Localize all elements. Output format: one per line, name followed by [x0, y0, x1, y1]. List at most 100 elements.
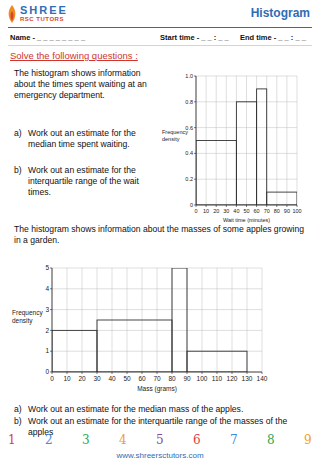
y-tick: [50, 288, 52, 289]
grid-line-x: [232, 268, 233, 372]
x-tick-label: 30: [93, 375, 101, 382]
histogram-bar: [257, 89, 267, 205]
page-title: Histogram: [251, 6, 310, 20]
x-tick: [202, 372, 203, 374]
website: www.shreersctutors.com: [0, 451, 320, 460]
part-label: a): [14, 128, 28, 150]
y-axis-label-line: Frequency: [12, 309, 43, 317]
y-tick: [50, 268, 52, 269]
part-label: b): [14, 416, 28, 438]
y-tick: [194, 76, 196, 77]
x-tick: [266, 205, 267, 207]
grid-line-x: [196, 76, 197, 205]
y-tick: [194, 127, 196, 128]
x-tick: [112, 372, 113, 374]
x-tick: [157, 372, 158, 374]
part-text: Work out an estimate for the interquarti…: [28, 165, 160, 198]
grid-line-y: [196, 179, 297, 180]
histogram-chart: 010203040506070809010000.20.40.60.81.0Wa…: [160, 66, 315, 226]
name-field: Name - _ _ _ _ _ _ _ _: [10, 33, 85, 42]
x-tick: [246, 205, 247, 207]
x-tick-label: 110: [212, 375, 223, 382]
part-label: a): [14, 404, 28, 415]
y-tick-label: 4: [45, 285, 49, 292]
part-text: Work out an estimate for the median time…: [28, 128, 160, 150]
x-tick-label: 100: [292, 208, 301, 214]
x-tick-label: 70: [264, 208, 270, 214]
grid-line-x: [286, 76, 287, 205]
y-axis-label-line: density: [12, 317, 33, 325]
question-part: a)Work out an estimate for the median ti…: [14, 128, 160, 150]
x-tick-label: 40: [108, 375, 116, 382]
footer-digit: 1: [8, 433, 16, 447]
x-tick: [216, 205, 217, 207]
footer-digit: 6: [193, 433, 201, 447]
x-tick: [226, 205, 227, 207]
x-tick: [187, 372, 188, 374]
x-axis-label: Wait time (minutes): [223, 217, 270, 223]
y-tick-label: 3: [45, 306, 49, 313]
x-tick: [97, 372, 98, 374]
x-tick-label: 0: [50, 375, 54, 382]
y-tick: [194, 179, 196, 180]
y-tick-label: 1.0: [185, 73, 193, 79]
footer-digit: 9: [304, 433, 312, 447]
x-tick: [262, 372, 263, 374]
histogram-bar: [97, 320, 172, 372]
part-label: b): [14, 165, 28, 198]
y-tick-label: 0.2: [185, 176, 193, 182]
x-tick-label: 10: [203, 208, 209, 214]
x-tick: [142, 372, 143, 374]
x-tick: [206, 205, 207, 207]
grid-line-x: [276, 76, 277, 205]
question-part: a)Work out an estimate for the median ma…: [14, 404, 308, 415]
footer-digit: 2: [45, 433, 53, 447]
footer-digit: 5: [156, 433, 164, 447]
y-tick-label: 0.4: [185, 150, 193, 156]
x-tick-label: 140: [257, 375, 268, 382]
y-tick: [50, 351, 52, 352]
x-tick-label: 120: [227, 375, 238, 382]
x-tick: [67, 372, 68, 374]
footer-digit: 3: [82, 433, 90, 447]
y-axis: [52, 268, 53, 372]
y-tick: [50, 330, 52, 331]
histogram-bar: [267, 192, 297, 205]
histogram-bar: [52, 330, 97, 372]
footer-digit: 4: [119, 433, 127, 447]
grid-line-x: [67, 268, 68, 372]
x-tick-label: 90: [284, 208, 290, 214]
x-tick-label: 20: [78, 375, 86, 382]
x-tick: [82, 372, 83, 374]
histogram-bar: [236, 102, 256, 205]
x-tick-label: 60: [138, 375, 146, 382]
x-tick: [247, 372, 248, 374]
y-tick: [50, 372, 52, 373]
histogram-chart: 0102030405060708090100110120130140012345…: [10, 255, 310, 403]
x-tick-label: 50: [123, 375, 131, 382]
header-rule-2: [8, 45, 312, 46]
end-time-field: End time - _ _ : _ _: [240, 33, 306, 42]
instruction: Solve the following questions :: [10, 50, 138, 61]
grid-line-y: [196, 127, 297, 128]
brand-sub: RSC TUTORS: [20, 16, 64, 22]
y-axis-label-line: density: [162, 136, 180, 142]
part-text: Work out an estimate for the median mass…: [28, 404, 308, 415]
y-tick: [194, 153, 196, 154]
y-tick: [194, 205, 196, 206]
y-tick-label: 0: [190, 202, 193, 208]
footer-digit: 7: [230, 433, 238, 447]
grid-line-x: [52, 268, 53, 372]
y-tick-label: 1: [45, 347, 49, 354]
grid-line-x: [246, 76, 247, 205]
x-tick-label: 20: [213, 208, 219, 214]
x-tick: [297, 205, 298, 207]
bars: [196, 89, 297, 205]
x-tick: [217, 372, 218, 374]
x-tick: [256, 205, 257, 207]
bars: [52, 268, 247, 372]
x-tick-label: 100: [197, 375, 208, 382]
x-tick-label: 90: [183, 375, 191, 382]
x-tick-label: 60: [254, 208, 260, 214]
grid-line-x: [297, 76, 298, 205]
